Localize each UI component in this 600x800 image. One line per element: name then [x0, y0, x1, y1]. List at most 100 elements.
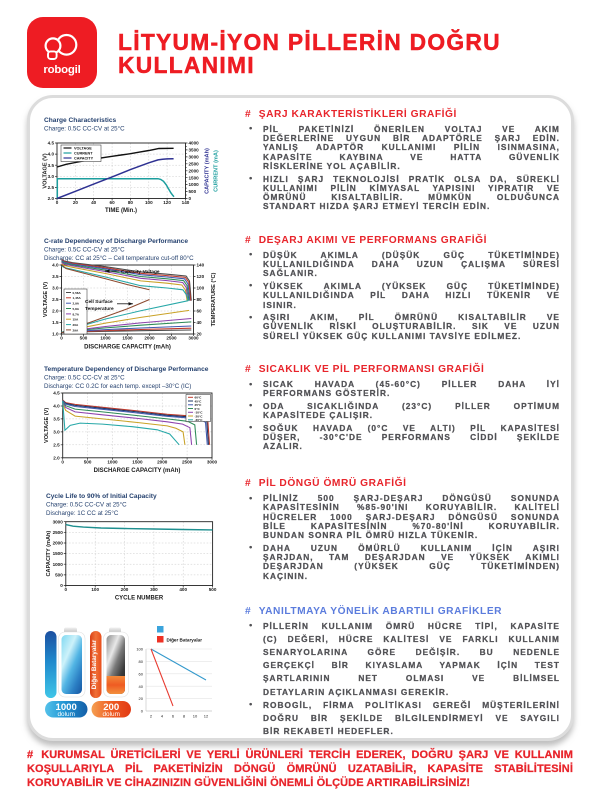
svg-text:1000: 1000: [53, 562, 64, 567]
svg-text:25°C: 25°C: [195, 403, 203, 407]
svg-text:120: 120: [197, 274, 205, 279]
svg-text:12: 12: [204, 714, 209, 719]
svg-text:dolum: dolum: [57, 711, 74, 718]
svg-text:Charge: 0.5C CC-CV at 25°C: Charge: 0.5C CC-CV at 25°C: [46, 501, 127, 508]
svg-text:2000: 2000: [189, 168, 200, 173]
svg-text:200: 200: [103, 702, 119, 713]
svg-text:2.5: 2.5: [52, 297, 59, 302]
svg-text:2500: 2500: [182, 459, 193, 464]
svg-text:Capacity-Voltage: Capacity-Voltage: [121, 269, 160, 275]
svg-text:0: 0: [61, 459, 64, 464]
svg-text:2.0: 2.0: [52, 309, 59, 314]
svg-text:0°C: 0°C: [195, 407, 201, 411]
svg-text:DISCHARGE CAPACITY (mAh): DISCHARGE CAPACITY (mAh): [94, 468, 181, 474]
svg-text:Discharge: 1C CC at 25°C: Discharge: 1C CC at 25°C: [46, 510, 119, 517]
svg-text:2.0: 2.0: [53, 455, 60, 460]
svg-text:2500: 2500: [53, 530, 64, 535]
svg-text:0,58A: 0,58A: [73, 291, 82, 295]
svg-text:CAPACITY (mAh): CAPACITY (mAh): [46, 531, 52, 577]
svg-text:1500: 1500: [53, 551, 64, 556]
svg-text:Diğer Bataryalar: Diğer Bataryalar: [91, 639, 98, 689]
svg-text:DISCHARGE CAPACITY (mAh): DISCHARGE CAPACITY (mAh): [84, 345, 171, 351]
svg-text:3000: 3000: [189, 155, 200, 160]
svg-text:CURRENT (mA): CURRENT (mA): [214, 150, 220, 192]
svg-text:80: 80: [139, 659, 144, 664]
svg-text:Cycle Life to 90% of Initial C: Cycle Life to 90% of Initial Capacity: [46, 493, 157, 500]
svg-text:4.0: 4.0: [52, 263, 59, 268]
svg-text:60°C: 60°C: [195, 396, 203, 400]
svg-text:Charge Characteristics: Charge Characteristics: [44, 117, 117, 124]
svg-text:3.0: 3.0: [48, 174, 55, 179]
svg-text:80: 80: [197, 297, 203, 302]
svg-text:0: 0: [189, 196, 192, 201]
svg-text:140: 140: [182, 200, 190, 205]
svg-text:2500: 2500: [189, 161, 200, 166]
svg-text:3500: 3500: [189, 148, 200, 153]
svg-text:2,9A: 2,9A: [73, 302, 80, 306]
svg-text:4.5: 4.5: [53, 391, 60, 396]
svg-text:20: 20: [139, 696, 144, 701]
svg-text:dolum: dolum: [102, 711, 119, 718]
svg-text:0: 0: [60, 336, 63, 341]
svg-text:1500: 1500: [132, 459, 143, 464]
svg-text:1,45A: 1,45A: [73, 296, 82, 300]
svg-text:0: 0: [60, 583, 63, 588]
svg-text:400: 400: [179, 587, 187, 592]
svg-text:0: 0: [141, 709, 144, 714]
svg-text:Charge: 0.5C CC-CV at 25°C: Charge: 0.5C CC-CV at 25°C: [44, 374, 125, 381]
svg-text:Temperature: Temperature: [85, 306, 114, 312]
svg-text:3.5: 3.5: [52, 274, 59, 279]
svg-text:C-rate Dependency of Discharge: C-rate Dependency of Discharge Performan…: [44, 238, 188, 245]
svg-text:100: 100: [145, 200, 153, 205]
svg-text:20: 20: [197, 332, 203, 337]
svg-text:15A: 15A: [73, 318, 79, 322]
svg-text:3000: 3000: [53, 519, 64, 524]
svg-text:Discharge: CC at 25°C – Cell t: Discharge: CC at 25°C – Cell temperature…: [44, 255, 194, 262]
svg-text:3.0: 3.0: [52, 286, 59, 291]
svg-text:CAPACITY (mAh): CAPACITY (mAh): [205, 148, 211, 194]
svg-text:2000: 2000: [53, 541, 64, 546]
svg-text:6: 6: [172, 714, 175, 719]
svg-text:40: 40: [139, 684, 144, 689]
svg-text:100: 100: [197, 286, 205, 291]
svg-text:-20°C: -20°C: [195, 414, 204, 418]
svg-text:8,7A: 8,7A: [73, 312, 80, 316]
svg-text:VOLTAGE (V): VOLTAGE (V): [43, 282, 49, 317]
svg-text:robogil: robogil: [43, 64, 80, 76]
svg-text:500: 500: [80, 336, 88, 341]
svg-text:0: 0: [65, 587, 68, 592]
svg-text:1000: 1000: [56, 702, 77, 713]
svg-text:VOLTAGE (V): VOLTAGE (V): [44, 408, 50, 443]
svg-text:1500: 1500: [122, 336, 133, 341]
svg-text:Discharge: CC 0.2C for each te: Discharge: CC 0.2C for each temp. except…: [44, 383, 191, 390]
svg-text:3.0: 3.0: [53, 430, 60, 435]
svg-text:1500: 1500: [189, 175, 200, 180]
svg-text:4000: 4000: [189, 141, 200, 146]
svg-text:5,8A: 5,8A: [73, 307, 80, 311]
svg-text:4.5: 4.5: [48, 141, 55, 146]
svg-text:Cell Surface: Cell Surface: [85, 299, 113, 305]
svg-text:80: 80: [128, 200, 134, 205]
svg-text:120: 120: [163, 200, 171, 205]
svg-text:2500: 2500: [166, 336, 177, 341]
svg-text:4.0: 4.0: [53, 404, 60, 409]
svg-text:CAPACITY: CAPACITY: [74, 157, 94, 161]
svg-text:Diğer Bataryalar: Diğer Bataryalar: [167, 638, 203, 643]
svg-text:500: 500: [84, 459, 92, 464]
svg-text:40: 40: [197, 320, 203, 325]
svg-text:2000: 2000: [144, 336, 155, 341]
svg-text:60: 60: [110, 200, 116, 205]
svg-text:Temperature Dependency of Disc: Temperature Dependency of Discharge Perf…: [44, 366, 209, 373]
svg-text:100: 100: [136, 647, 143, 652]
svg-text:2.0: 2.0: [48, 196, 55, 201]
svg-text:VOLTAGE (V): VOLTAGE (V): [43, 153, 49, 188]
svg-text:8: 8: [183, 714, 186, 719]
svg-text:2.5: 2.5: [53, 442, 60, 447]
svg-text:TIME (Min.): TIME (Min.): [105, 208, 137, 214]
svg-text:140: 140: [197, 263, 205, 268]
svg-text:500: 500: [189, 189, 197, 194]
svg-text:500: 500: [55, 573, 63, 578]
svg-text:200: 200: [121, 587, 129, 592]
svg-text:60: 60: [197, 309, 203, 314]
svg-text:3000: 3000: [188, 336, 199, 341]
